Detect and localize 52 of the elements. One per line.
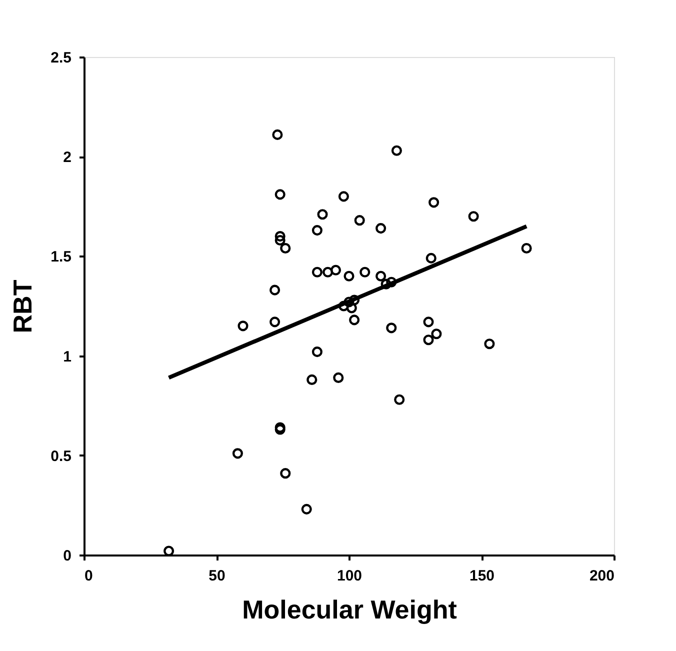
x-tick-label: 200 (589, 568, 614, 584)
y-tick-label: 1.5 (50, 248, 72, 266)
point (232, 448, 243, 459)
x-tick-label: 100 (336, 568, 362, 584)
point (272, 129, 283, 140)
point (344, 270, 354, 282)
point (312, 266, 322, 278)
point (306, 374, 318, 385)
point (468, 211, 479, 222)
point (386, 276, 397, 288)
point (312, 346, 322, 358)
point (376, 270, 386, 282)
point (238, 320, 248, 332)
point (280, 242, 291, 254)
point (394, 394, 405, 405)
point (274, 189, 286, 200)
x-tick-label: 150 (469, 568, 495, 584)
y-tick-label: 0.5 (50, 448, 72, 465)
x-axis-title: Molecular Weight (242, 594, 458, 624)
point (360, 266, 370, 278)
point (301, 504, 312, 514)
point (274, 231, 286, 242)
point (349, 314, 360, 326)
y-axis-title: RBT (8, 280, 38, 334)
y-tick-label: 2.5 (50, 50, 72, 66)
point (270, 284, 280, 296)
point (322, 266, 334, 278)
point (338, 191, 349, 202)
point (426, 252, 436, 264)
point (386, 322, 397, 334)
point (423, 316, 434, 328)
y-tick-label: 2 (63, 149, 72, 166)
point (270, 316, 280, 328)
point (431, 328, 442, 340)
point (280, 468, 291, 479)
x-tick-label: 50 (208, 568, 226, 584)
x-tick-label: 0 (84, 568, 93, 584)
point (484, 338, 495, 350)
point (333, 372, 344, 383)
y-tick-label: 1 (63, 348, 72, 366)
point (354, 215, 365, 226)
point (376, 223, 386, 234)
point (274, 234, 286, 246)
point (346, 302, 357, 314)
point (423, 334, 434, 346)
point (312, 225, 322, 236)
point (391, 145, 402, 156)
point (317, 209, 328, 220)
point (521, 242, 532, 254)
point (428, 197, 440, 208)
y-tick-label: 0 (63, 548, 72, 564)
point (330, 264, 342, 276)
